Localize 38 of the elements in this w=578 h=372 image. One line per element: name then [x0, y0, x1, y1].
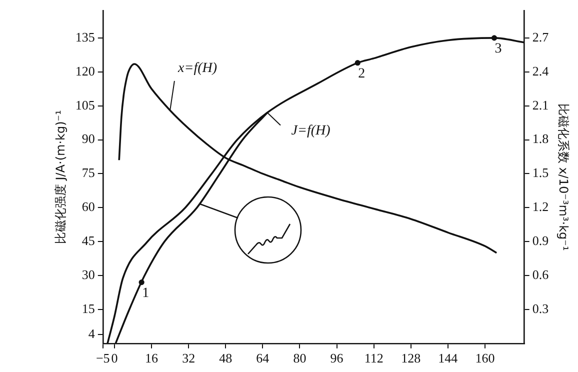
y2-axis-title: 比磁化系数 x/10⁻³m³·kg⁻¹	[556, 103, 571, 251]
annotation: 3	[494, 42, 502, 57]
y-tick-label: 105	[75, 97, 95, 112]
y-tick-label: 75	[82, 165, 95, 180]
x-tick-label: 160	[475, 350, 495, 366]
y-tick-label: 45	[82, 233, 95, 248]
y-tick-label: 135	[75, 29, 95, 44]
x-tick-label: 48	[219, 350, 232, 366]
y2-tick-label: 1.5	[532, 165, 549, 180]
y-tick-label: 15	[82, 300, 95, 316]
x-tick-label: 64	[256, 350, 270, 366]
y-axis-title: 比磁化强度 J/A·(m·kg)⁻¹	[53, 110, 68, 244]
y-tick-label: 60	[82, 199, 95, 214]
y2-tick-label: 2.1	[532, 97, 549, 112]
x-tick-label: 144	[438, 350, 458, 366]
series-label: J=f(H)	[291, 123, 331, 138]
x-tick-label: 80	[293, 350, 306, 366]
y-tick-label: 30	[82, 266, 95, 282]
x-tick-label: 32	[182, 350, 196, 366]
y2-tick-label: 1.2	[532, 199, 549, 214]
y2-tick-label: 2.7	[532, 29, 550, 44]
x-tick-label: 112	[364, 350, 384, 366]
annotation: 1	[142, 286, 150, 301]
y-tick-label: 4	[88, 326, 96, 341]
y2-tick-label: 0.6	[532, 266, 550, 282]
x-tick-label: 0	[111, 350, 118, 366]
y2-tick-label: 0.9	[532, 233, 549, 248]
x-tick-label: 96	[330, 350, 344, 366]
y-tick-label: 120	[75, 63, 95, 78]
y2-tick-label: 1.8	[532, 131, 549, 146]
x-tick-label: 128	[401, 350, 421, 366]
x-tick-label: −5	[96, 350, 110, 366]
y-tick-label: 90	[82, 131, 95, 146]
annotation: 2	[358, 66, 366, 82]
text: x=f(H)	[177, 61, 218, 76]
x-tick-label: 16	[145, 350, 159, 366]
y2-tick-label: 0.3	[532, 300, 549, 316]
y2-tick-label: 2.4	[532, 63, 550, 78]
